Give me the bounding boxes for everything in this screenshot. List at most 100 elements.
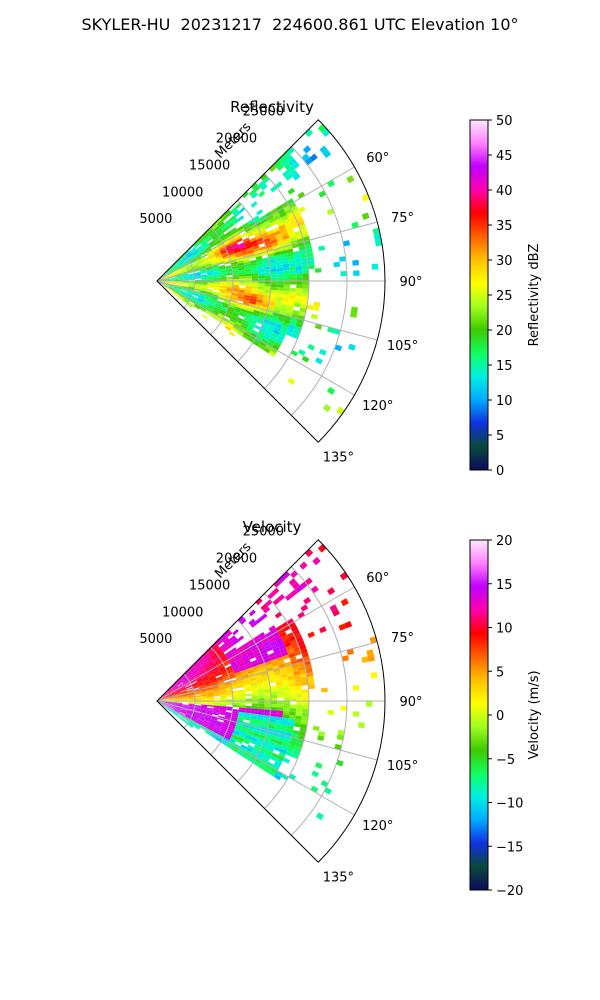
range-tick-label: 10000 — [162, 185, 203, 200]
velocity-gate — [211, 717, 218, 721]
velocity-gate — [182, 698, 189, 700]
reflectivity-gate — [233, 247, 240, 252]
velocity-gate — [257, 632, 266, 639]
reflectivity-gate — [226, 282, 233, 285]
velocity-gate — [312, 556, 321, 566]
reflectivity-gate — [268, 232, 276, 238]
velocity-gate — [241, 671, 249, 676]
reflectivity-gate — [182, 282, 189, 285]
reflectivity-gate — [196, 245, 203, 251]
velocity-gate — [340, 598, 349, 607]
reflectivity-gate — [271, 241, 279, 247]
azimuth-tick-label: 75° — [391, 211, 414, 226]
velocity-gate — [226, 667, 234, 672]
reflectivity-gate — [231, 314, 239, 320]
reflectivity-gate — [162, 282, 170, 286]
reflectivity-gate — [177, 295, 184, 300]
velocity-gate — [162, 703, 169, 707]
velocity-gate — [212, 711, 220, 715]
reflectivity-gate — [186, 291, 193, 295]
reflectivity-gate — [211, 233, 218, 239]
velocity-gate — [271, 587, 280, 596]
reflectivity-gate — [208, 304, 215, 309]
velocity-gate — [338, 623, 347, 631]
reflectivity-gate — [255, 335, 263, 342]
velocity-gate — [194, 706, 201, 710]
velocity-gate — [281, 621, 289, 629]
reflectivity-gate — [208, 253, 215, 258]
velocity-gate — [257, 643, 265, 650]
velocity-gate — [209, 676, 217, 681]
velocity-gate — [184, 670, 190, 676]
velocity-gate — [251, 687, 258, 692]
velocity-gate — [231, 649, 239, 655]
reflectivity-gate — [230, 206, 238, 214]
reflectivity-gate — [216, 315, 223, 321]
velocity-gate — [179, 686, 186, 691]
reflectivity-gate — [242, 301, 250, 306]
velocity-gate — [299, 669, 307, 675]
reflectivity-gate — [264, 281, 271, 284]
velocity-gate — [277, 628, 286, 635]
velocity-gate — [233, 669, 241, 674]
velocity-gate — [259, 665, 267, 671]
velocity-gate — [216, 722, 223, 726]
velocity-gate — [257, 736, 265, 742]
velocity-gate — [218, 686, 226, 690]
reflectivity-gate — [229, 255, 236, 260]
velocity-gate — [259, 747, 267, 753]
velocity-gate — [218, 684, 226, 688]
velocity-gate — [263, 739, 271, 745]
reflectivity-gate — [226, 271, 233, 274]
reflectivity-gate — [239, 326, 247, 332]
velocity-gate — [214, 672, 222, 677]
velocity-gate — [202, 676, 210, 681]
reflectivity-gate — [205, 235, 212, 242]
velocity-gate — [198, 668, 205, 674]
velocity-gate — [226, 695, 233, 698]
velocity-gate — [230, 736, 238, 742]
velocity-gate — [213, 691, 220, 694]
velocity-gate — [226, 693, 233, 696]
velocity-gate — [262, 680, 270, 685]
reflectivity-gate — [230, 217, 238, 224]
velocity-gate — [220, 656, 228, 662]
velocity-gate — [295, 636, 304, 643]
reflectivity-gate — [200, 251, 207, 256]
reflectivity-gate — [259, 214, 267, 221]
velocity-gate — [282, 717, 289, 722]
velocity-gate — [227, 728, 234, 733]
reflectivity-gate — [298, 245, 306, 251]
velocity-gate — [264, 689, 271, 693]
reflectivity-gate — [188, 283, 195, 285]
reflectivity-gate — [216, 241, 223, 247]
velocity-gate — [238, 709, 246, 713]
velocity-gate — [169, 696, 176, 699]
reflectivity-gate — [215, 239, 222, 245]
velocity-gate — [219, 688, 226, 692]
velocity-gate — [187, 707, 195, 710]
velocity-gate — [235, 724, 243, 729]
velocity-gate — [249, 677, 257, 682]
velocity-gate — [235, 722, 243, 727]
reflectivity-gate — [273, 214, 282, 221]
reflectivity-gate — [177, 261, 183, 267]
reflectivity-gate — [179, 265, 186, 270]
reflectivity-gate — [226, 277, 233, 280]
velocity-gate — [264, 692, 271, 696]
reflectivity-gate — [264, 332, 272, 339]
reflectivity-gate — [290, 205, 299, 212]
velocity-gate — [245, 693, 252, 697]
velocity-gate — [244, 749, 252, 755]
reflectivity-gate — [207, 278, 214, 280]
velocity-gate — [311, 770, 320, 778]
reflectivity-gate — [310, 313, 319, 320]
reflectivity-gate — [162, 276, 169, 279]
velocity-gate — [274, 722, 282, 728]
reflectivity-gate — [252, 340, 260, 347]
velocity-gate — [323, 787, 332, 795]
velocity-gate — [282, 638, 291, 645]
reflectivity-gate — [245, 244, 253, 250]
velocity-gate — [200, 710, 207, 713]
velocity-gate — [163, 701, 170, 703]
